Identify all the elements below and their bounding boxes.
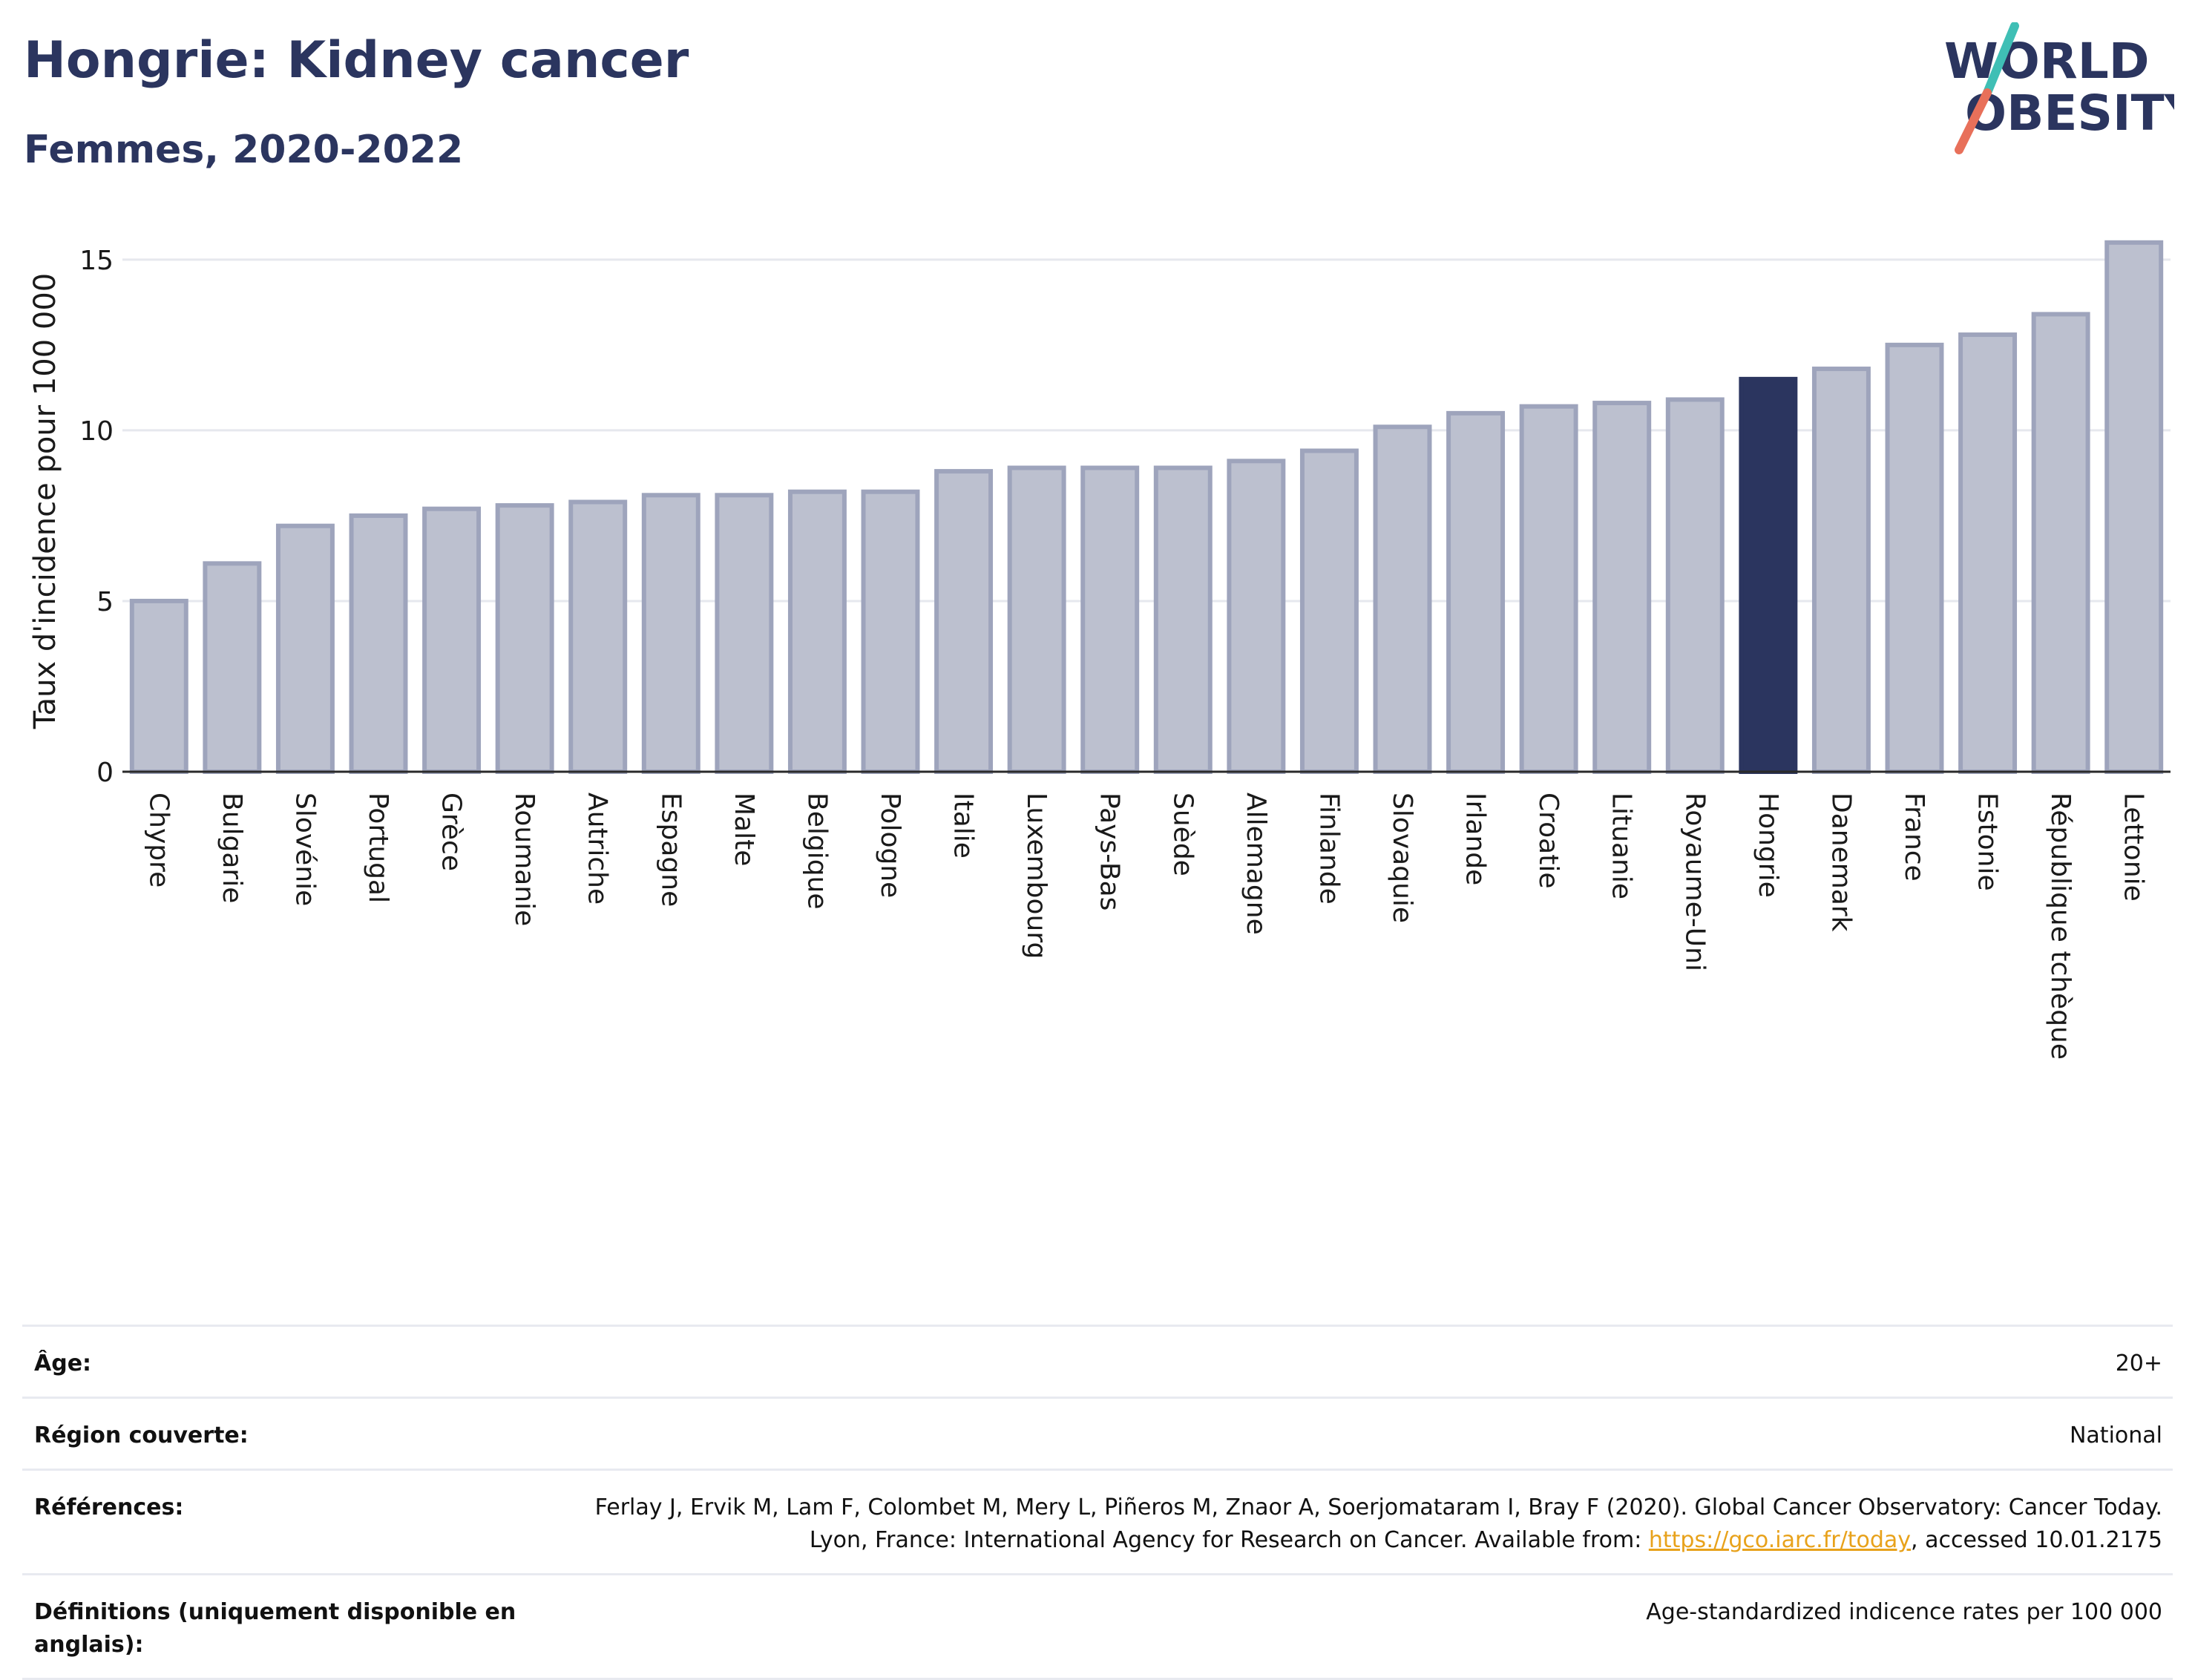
x-tick-label: Chypre bbox=[143, 793, 174, 887]
x-tick-label: Belgique bbox=[801, 793, 832, 910]
x-tick-label: Irlande bbox=[1460, 793, 1491, 885]
meta-row-region: Région couverte: National bbox=[22, 1397, 2173, 1469]
bar bbox=[1811, 367, 1871, 774]
bar bbox=[1446, 410, 1506, 774]
bar bbox=[349, 513, 408, 774]
region-label: Région couverte: bbox=[34, 1423, 249, 1448]
age-value: 20+ bbox=[2115, 1351, 2162, 1377]
x-tick-label: Royaume-Uni bbox=[1679, 793, 1710, 971]
bar-chart: 0 5 10 15 Taux d'incidence pour 100 000 Chypr… bbox=[28, 240, 2171, 1060]
bar bbox=[1958, 332, 2018, 774]
chart-subtitle: Femmes, 2020-2022 bbox=[24, 128, 464, 172]
x-tick-label: Italie bbox=[948, 793, 979, 859]
bar bbox=[1007, 465, 1066, 774]
x-tick-label: Malte bbox=[729, 793, 759, 866]
bar bbox=[1592, 401, 1652, 775]
bar bbox=[422, 506, 482, 774]
y-tick-label: 10 bbox=[79, 416, 114, 447]
x-tick-label: Slovénie bbox=[289, 793, 320, 906]
x-tick-label: Lituanie bbox=[1607, 793, 1637, 899]
bar bbox=[715, 493, 774, 774]
x-tick-label: France bbox=[1899, 793, 1929, 882]
bar bbox=[787, 489, 847, 774]
logo-text-world: WORLD bbox=[1944, 33, 2150, 90]
definitions-label: Définitions (uniquement disponible en an… bbox=[34, 1599, 516, 1658]
x-tick-label: Slovaquie bbox=[1387, 793, 1417, 923]
bar bbox=[1373, 424, 1432, 774]
bar bbox=[275, 523, 335, 774]
x-tick-label: Pologne bbox=[875, 793, 905, 898]
bar bbox=[568, 499, 628, 774]
x-tick-label: Croatie bbox=[1533, 793, 1564, 889]
world-obesity-logo: WORLD OBESITY bbox=[1944, 22, 2174, 154]
bar bbox=[641, 493, 701, 774]
logo-text-obesity: OBESITY bbox=[1965, 85, 2174, 142]
bar bbox=[1519, 404, 1578, 774]
x-tick-label: République tchèque bbox=[2045, 793, 2076, 1060]
references-label: Références: bbox=[34, 1494, 184, 1520]
bar bbox=[1153, 465, 1213, 774]
metadata-table: Âge: 20+ Région couverte: National Référ… bbox=[22, 1325, 2173, 1680]
x-tick-label: Finlande bbox=[1313, 793, 1344, 905]
x-tick-label: Estonie bbox=[1972, 793, 2003, 891]
bar bbox=[934, 469, 994, 775]
bar bbox=[1665, 397, 1725, 774]
x-tick-label: Portugal bbox=[363, 793, 393, 903]
references-text: Ferlay J, Ervik M, Lam F, Colombet M, Me… bbox=[594, 1494, 2162, 1553]
y-axis-label: Taux d'incidence pour 100 000 bbox=[28, 273, 62, 729]
definitions-value: Age-standardized indicence rates per 100… bbox=[1646, 1599, 2162, 1625]
y-tick-label: 5 bbox=[96, 587, 114, 617]
bar bbox=[1080, 465, 1140, 774]
x-tick-label: Roumanie bbox=[509, 793, 539, 926]
meta-row-references: Références: Ferlay J, Ervik M, Lam F, Co… bbox=[22, 1469, 2173, 1573]
x-tick-label: Allemagne bbox=[1241, 793, 1271, 935]
x-tick-label: Lettonie bbox=[2119, 793, 2149, 902]
region-value: National bbox=[2069, 1423, 2162, 1448]
bar bbox=[129, 598, 188, 775]
x-tick-label: Hongrie bbox=[1753, 793, 1783, 898]
chart-title: Hongrie: Kidney cancer bbox=[24, 31, 689, 90]
x-tick-label: Danemark bbox=[1825, 793, 1856, 932]
bar bbox=[1739, 376, 1798, 774]
meta-row-definitions: Définitions (uniquement disponible en an… bbox=[22, 1573, 2173, 1680]
references-accessed: , accessed 10.01.2175 bbox=[1911, 1527, 2162, 1553]
bar bbox=[2031, 312, 2090, 774]
x-tick-label: Bulgarie bbox=[217, 793, 247, 903]
bar bbox=[1227, 459, 1286, 774]
y-tick-label: 0 bbox=[96, 758, 114, 788]
references-value: Ferlay J, Ervik M, Lam F, Colombet M, Me… bbox=[567, 1492, 2162, 1557]
x-tick-label: Grèce bbox=[436, 793, 467, 871]
bar bbox=[203, 561, 262, 774]
references-link[interactable]: https://gco.iarc.fr/today bbox=[1648, 1527, 1912, 1553]
bar bbox=[1299, 448, 1359, 775]
bar bbox=[2104, 240, 2164, 774]
x-tick-label: Luxembourg bbox=[1021, 793, 1051, 959]
logo-slash-bottom bbox=[1955, 88, 1992, 154]
x-tick-label: Pays-Bas bbox=[1095, 793, 1125, 910]
logo-slash-top bbox=[1983, 22, 2019, 97]
bar bbox=[495, 503, 554, 774]
bar bbox=[861, 489, 920, 774]
x-tick-label: Suède bbox=[1167, 793, 1198, 876]
bar bbox=[1885, 342, 1944, 774]
y-tick-label: 15 bbox=[79, 246, 114, 276]
meta-row-age: Âge: 20+ bbox=[22, 1325, 2173, 1397]
age-label: Âge: bbox=[34, 1351, 92, 1377]
x-tick-label: Autriche bbox=[583, 793, 613, 905]
x-tick-label: Espagne bbox=[655, 793, 686, 907]
